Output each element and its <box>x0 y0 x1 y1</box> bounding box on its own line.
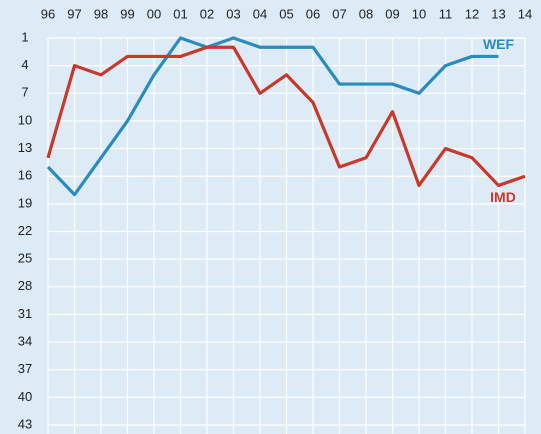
x-tick-label: 05 <box>279 6 293 21</box>
x-tick-label: 04 <box>253 6 267 21</box>
x-tick-label: 08 <box>359 6 373 21</box>
y-tick-label: 7 <box>21 85 28 100</box>
series-label: WEF <box>483 36 515 52</box>
line-series <box>46 45 526 188</box>
y-tick-label: 43 <box>18 416 32 431</box>
y-tick-label: 4 <box>21 57 28 72</box>
x-tick-label: 10 <box>412 6 426 21</box>
x-tick-label: 99 <box>120 6 134 21</box>
x-tick-label: 11 <box>439 6 453 21</box>
x-tick-label: 09 <box>385 6 399 21</box>
x-tick-label: 01 <box>173 6 187 21</box>
x-tick-label: 13 <box>491 6 505 21</box>
y-tick-label: 31 <box>18 306 32 321</box>
y-tick-label: 34 <box>18 334 32 349</box>
x-tick-label: 02 <box>200 6 214 21</box>
x-tick-label: 00 <box>147 6 161 21</box>
y-tick-label: 1 <box>21 29 28 44</box>
y-tick-label: 16 <box>18 168 32 183</box>
y-tick-label: 19 <box>18 195 32 210</box>
x-tick-label: 98 <box>94 6 108 21</box>
x-tick-label: 03 <box>226 6 240 21</box>
series-label: IMD <box>490 189 516 205</box>
x-tick-label: 07 <box>332 6 346 21</box>
y-tick-label: 37 <box>18 361 32 376</box>
line-series <box>46 36 499 197</box>
y-tick-label: 28 <box>18 278 32 293</box>
y-tick-label: 13 <box>18 140 32 155</box>
y-tick-label: 10 <box>18 112 32 127</box>
y-tick-label: 22 <box>18 223 32 238</box>
x-tick-label: 96 <box>41 6 55 21</box>
y-tick-label: 25 <box>18 251 32 266</box>
x-tick-label: 97 <box>67 6 81 21</box>
x-tick-label: 12 <box>465 6 479 21</box>
x-tick-label: 06 <box>306 6 320 21</box>
x-tick-label: 14 <box>518 6 532 21</box>
y-tick-label: 40 <box>18 389 32 404</box>
